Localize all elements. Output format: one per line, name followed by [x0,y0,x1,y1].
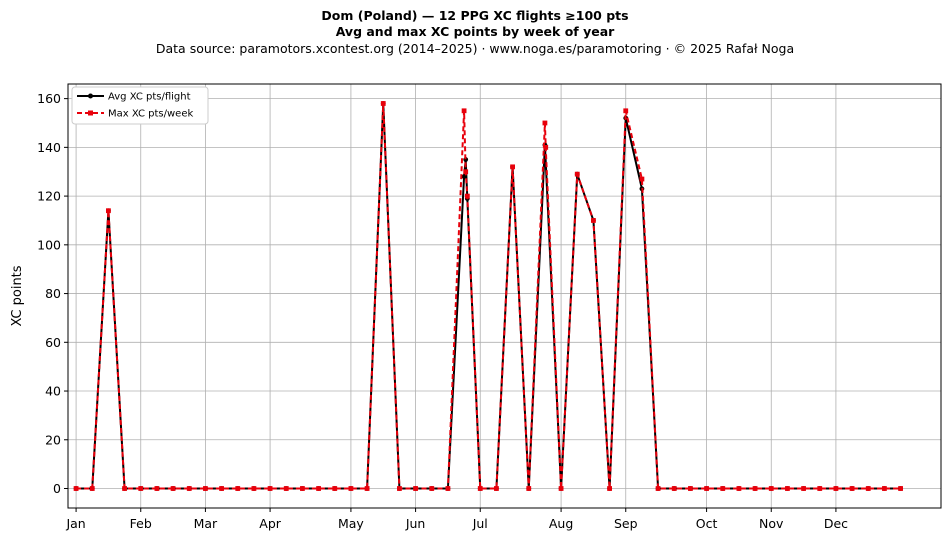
max-point [267,486,273,491]
max-point [510,164,515,170]
gridlines [68,84,941,508]
legend-frame [71,86,209,125]
series-lines [73,101,903,491]
axis-ticks: 0 20 40 60 80 100 120 140 160 Jan Feb Mar Apr May Jun J… [37,91,848,531]
max-point [574,171,580,177]
max-point [170,486,176,491]
max-point [283,486,289,491]
max-point [655,486,661,491]
max-point [445,486,451,491]
x-tick-label-mar: Mar [194,516,218,531]
chart-titles: Dom (Poland) — 12 PPG XC flights ≥100 pt… [0,8,950,57]
max-point [477,486,483,491]
max-point [639,176,645,182]
avg-point [461,174,467,179]
plot-frame [67,83,942,509]
max-point [898,486,903,491]
y-tick-label: 80 [45,286,61,301]
x-tick-label-sep: Sep [614,516,638,531]
max-point [801,486,806,491]
max-point [380,101,386,106]
max-point [332,486,338,491]
x-tick-label-may: May [338,516,364,531]
max-point [720,486,726,491]
max-point [752,486,758,491]
legend-avg-label: Avg XC pts/flight [108,92,191,103]
y-tick-label: 160 [37,91,61,106]
max-point [300,486,305,491]
x-tick-label-apr: Apr [259,516,281,531]
max-point [219,486,224,491]
max-point [736,486,742,491]
legend: Avg XC pts/flight Max XC pts/week [71,86,209,125]
max-point [364,486,370,491]
max-point [494,486,499,491]
y-tick-label: 20 [45,432,61,447]
max-point [138,486,144,491]
x-tick-label-dec: Dec [824,516,848,531]
max-point [558,486,564,491]
x-tick-label-jan: Jan [65,516,85,531]
max-point [591,218,596,223]
x-tick-label-jul: Jul [472,516,488,531]
x-tick-label-feb: Feb [130,516,152,531]
x-tick-label-jun: Jun [405,516,426,531]
x-tick-label-oct: Oct [696,516,718,531]
max-point [413,486,418,491]
max-point [849,486,855,491]
max-point [235,486,241,491]
y-tick-label: 0 [53,481,61,496]
max-point [464,193,470,199]
max-point [397,486,402,491]
max-point [186,486,192,491]
legend-avg-marker [88,93,93,99]
y-tick-label: 40 [45,384,61,399]
series-line-max [76,102,901,490]
y-tick-label: 100 [37,237,61,252]
y-axis-label: XC points [10,265,25,326]
max-point [251,486,257,491]
max-point [817,486,823,491]
max-point [89,486,95,491]
max-point [106,208,111,214]
x-tick-label-aug: Aug [549,516,573,531]
max-point [704,486,709,491]
max-point [785,486,790,491]
max-point [688,486,693,491]
max-point [882,486,887,491]
y-tick-label: 120 [37,189,61,204]
max-point [607,486,612,491]
max-point [73,486,79,491]
y-tick-label: 60 [45,335,61,350]
max-point [543,144,549,150]
max-point [122,486,127,491]
max-point [154,486,160,491]
x-tick-label-nov: Nov [759,516,784,531]
max-point [833,486,839,491]
max-point [429,486,435,491]
max-point [203,486,208,491]
max-point [623,108,629,114]
max-point [461,108,467,114]
series-line-avg [76,102,901,490]
max-point [542,120,548,126]
chart-subtitle: Avg and max XC points by week of year [335,24,615,39]
chart-title: Dom (Poland) — 12 PPG XC flights ≥100 pt… [321,8,629,23]
max-point [316,486,321,491]
max-point [526,486,532,491]
y-tick-label: 140 [37,140,61,155]
legend-max-label: Max XC pts/week [108,109,193,120]
max-point [768,486,774,491]
max-point [865,486,871,491]
max-point [671,486,677,491]
max-point [348,486,354,491]
legend-max-marker [88,110,93,116]
chart-source: Data source: paramotors.xcontest.org (20… [155,41,795,56]
max-point [463,169,469,175]
